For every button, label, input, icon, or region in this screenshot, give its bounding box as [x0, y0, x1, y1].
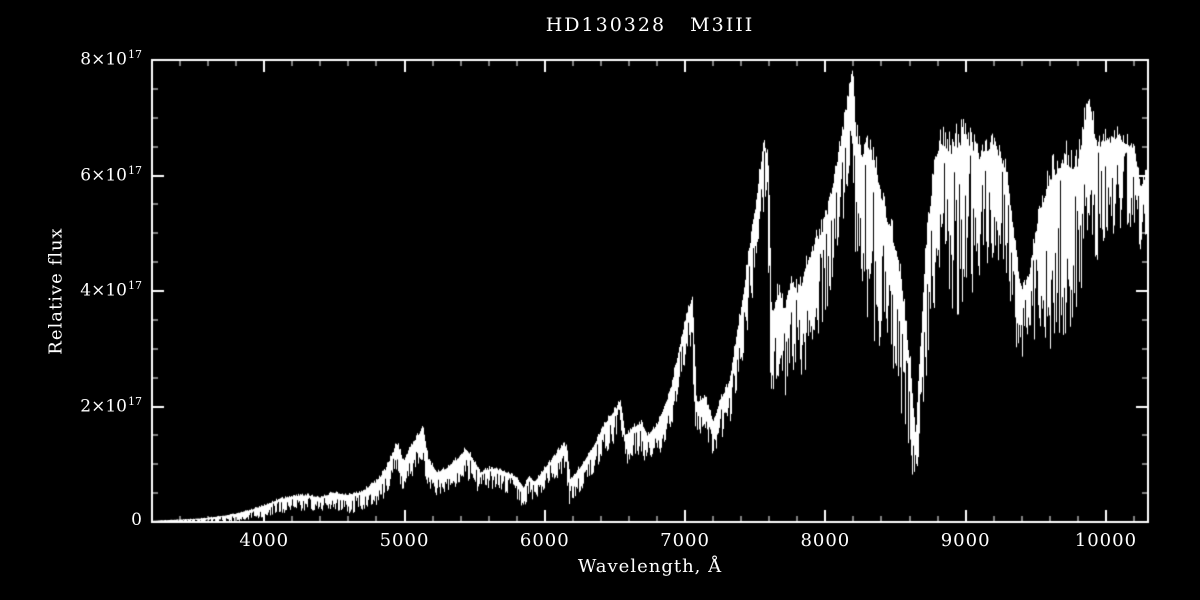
- x-tick-label: 9000: [940, 530, 991, 551]
- x-tick-label: 6000: [519, 530, 570, 551]
- x-axis-label: Wavelength, Å: [577, 556, 723, 577]
- y-tick-label: 6×1017: [80, 163, 142, 186]
- y-tick-label: 8×1017: [80, 48, 142, 70]
- x-tick-label: 8000: [800, 530, 851, 551]
- y-tick-label: 0: [131, 510, 142, 530]
- x-tick-label: 5000: [379, 530, 430, 551]
- x-tick-label: 4000: [239, 530, 290, 551]
- chart-title: HD130328 M3III: [545, 14, 755, 36]
- x-tick-label: 10000: [1074, 530, 1138, 551]
- x-tick-label: 7000: [660, 530, 710, 551]
- y-tick-label: 4×1017: [80, 279, 142, 301]
- y-tick-label: 2×1017: [80, 394, 142, 417]
